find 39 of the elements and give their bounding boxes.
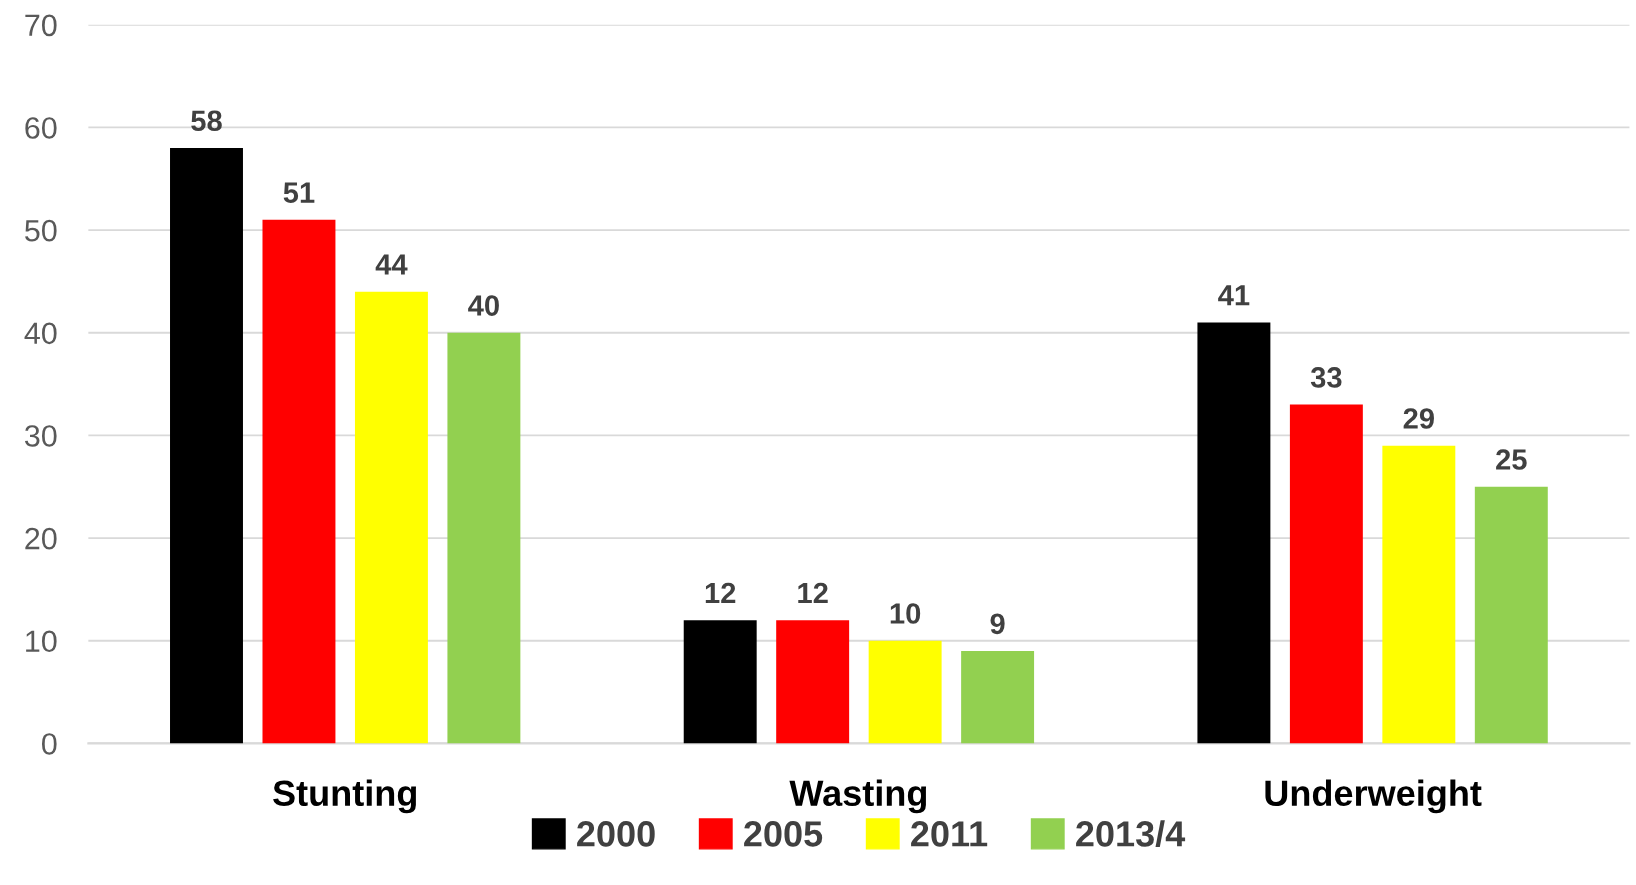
x-tick-label: Stunting: [273, 779, 416, 814]
legend-label: 2000: [577, 821, 655, 847]
bar: [447, 332, 521, 744]
data-label: 10: [890, 603, 921, 624]
legend-label: 2005: [744, 821, 823, 847]
data-label: 51: [283, 182, 315, 203]
y-tick-label: 40: [24, 322, 57, 345]
data-label: 25: [1496, 449, 1527, 470]
bar: [262, 219, 336, 744]
data-label: 44: [375, 254, 408, 275]
bar: [1289, 404, 1363, 744]
bar: [868, 640, 942, 744]
y-tick-label: 60: [25, 117, 57, 139]
y-tick-label: 30: [24, 425, 57, 447]
bar: [354, 291, 428, 744]
data-label: 58: [191, 110, 222, 132]
data-label: 12: [705, 582, 736, 604]
x-tick-label: Wasting: [789, 779, 927, 814]
bar: [170, 147, 243, 744]
data-label: 12: [798, 582, 828, 604]
data-label: 41: [1218, 285, 1250, 306]
bar: [776, 620, 850, 744]
y-tick-label: 0: [41, 733, 57, 755]
bar: [961, 651, 1035, 744]
bar: [1474, 486, 1548, 744]
bar: [1197, 322, 1271, 744]
y-tick-label: 70: [25, 14, 57, 37]
data-label: 33: [1310, 367, 1342, 388]
data-label: 9: [990, 613, 1005, 635]
bar: [1382, 445, 1456, 744]
legend-label: 2011: [911, 821, 988, 847]
data-label: 40: [468, 295, 499, 316]
y-tick-label: 20: [25, 527, 57, 550]
y-tick-label: 10: [26, 630, 57, 653]
bar: [683, 620, 757, 744]
x-tick-label: Underweight: [1265, 779, 1482, 814]
legend-label: 2013/4: [1076, 820, 1186, 848]
y-tick-label: 50: [25, 219, 57, 242]
data-label: 29: [1403, 408, 1434, 429]
